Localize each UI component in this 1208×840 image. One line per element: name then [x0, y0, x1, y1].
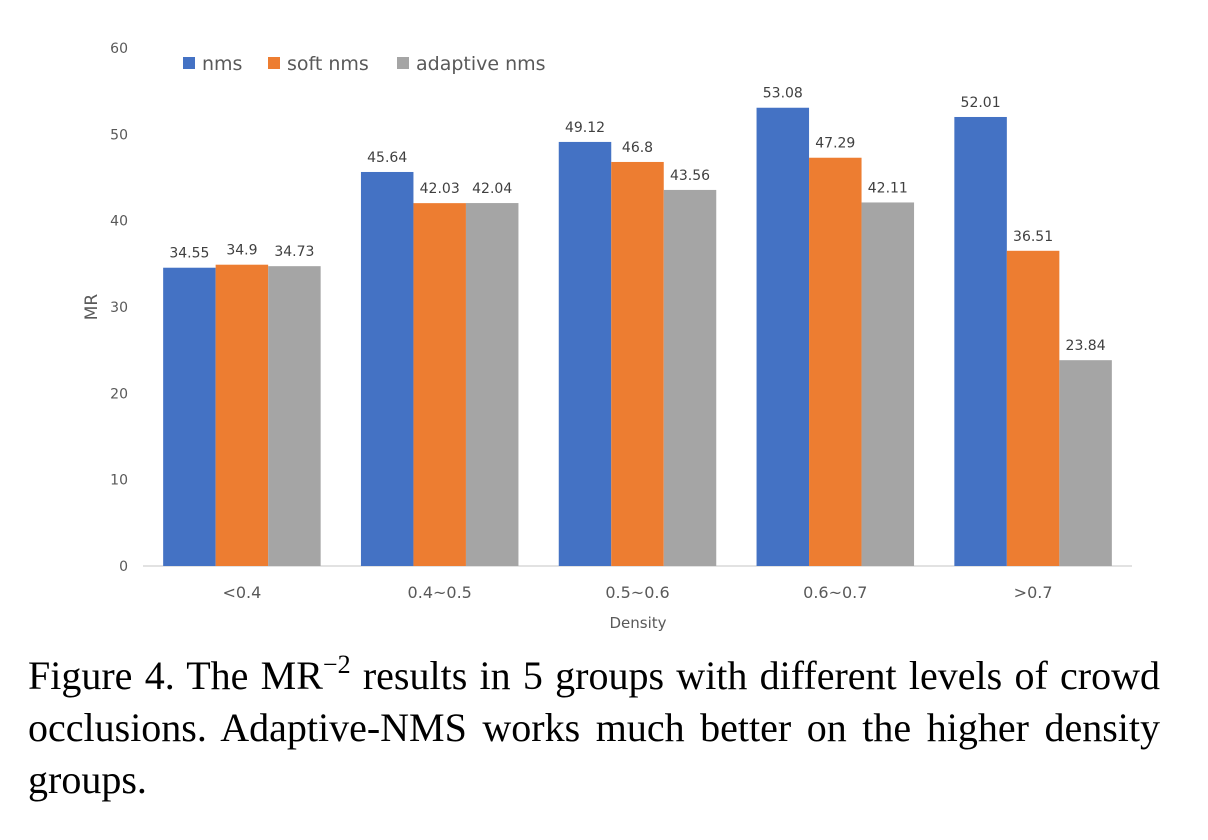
x-axis-ticks: <0.4 0.4~0.5 0.5~0.6 0.6~0.7 >0.7 — [222, 583, 1052, 602]
bar-nms — [163, 267, 216, 566]
x-tick-label: 0.6~0.7 — [803, 583, 867, 602]
bar-soft-nms — [809, 157, 862, 566]
bar-adaptive-nms — [663, 189, 717, 566]
caption-superscript: −2 — [322, 650, 351, 679]
data-label: 53.08 — [763, 86, 803, 102]
caption-prefix: Figure 4. The MR — [28, 653, 323, 698]
y-tick-label: 10 — [110, 473, 128, 489]
y-tick-label: 50 — [110, 127, 128, 143]
y-tick-label: 30 — [110, 300, 128, 316]
bar-soft-nms — [1006, 250, 1060, 566]
data-label: 34.55 — [169, 246, 209, 262]
bar-adaptive-nms — [1059, 360, 1112, 566]
y-axis-label: MR — [82, 294, 102, 321]
bar-nms — [954, 116, 1007, 566]
data-label: 46.8 — [622, 140, 653, 156]
y-tick-label: 0 — [119, 559, 128, 575]
legend-swatch — [183, 57, 195, 69]
x-tick-label: 0.5~0.6 — [605, 583, 669, 602]
data-label: 43.56 — [670, 168, 710, 184]
legend-label: nms — [202, 53, 242, 75]
bar-nms — [558, 141, 612, 566]
data-label: 45.64 — [367, 150, 407, 166]
x-tick-label: >0.7 — [1014, 583, 1053, 602]
data-label: 34.9 — [226, 243, 257, 259]
legend-swatch — [268, 57, 280, 69]
y-tick-label: 40 — [110, 214, 128, 230]
data-label: 36.51 — [1013, 229, 1053, 245]
data-labels: 34.55 34.9 34.73 45.64 42.03 42.04 49.12 46.8 43… — [169, 86, 1105, 354]
data-label: 42.03 — [420, 181, 460, 197]
legend-label: soft nms — [287, 53, 369, 75]
data-label: 49.12 — [565, 120, 605, 136]
x-tick-label: 0.4~0.5 — [408, 583, 472, 602]
bar-nms — [360, 171, 414, 566]
caption-text: results in 5 groups with different level… — [28, 653, 1160, 802]
bar-soft-nms — [611, 161, 664, 566]
figure-caption: Figure 4. The MR−2 results in 5 groups w… — [28, 650, 1160, 806]
data-label: 23.84 — [1066, 338, 1106, 354]
bar-adaptive-nms — [861, 202, 915, 567]
bar-soft-nms — [413, 203, 466, 567]
data-label: 42.11 — [868, 180, 908, 196]
legend-label: adaptive nms — [416, 53, 546, 75]
bar-soft-nms — [215, 264, 269, 566]
x-axis-label: Density — [609, 614, 666, 632]
data-label: 42.04 — [472, 181, 512, 197]
data-label: 52.01 — [961, 95, 1001, 111]
bar-adaptive-nms — [465, 203, 519, 566]
data-label: 34.73 — [274, 244, 314, 260]
y-axis-ticks: 0 10 20 30 40 50 60 — [110, 41, 128, 575]
x-tick-label: <0.4 — [222, 583, 261, 602]
legend: nms soft nms adaptive nms — [183, 53, 546, 75]
legend-swatch — [397, 57, 409, 69]
y-tick-label: 20 — [110, 386, 128, 402]
y-tick-label: 60 — [110, 41, 128, 57]
bar-nms — [756, 107, 810, 566]
bars — [163, 107, 1112, 567]
data-label: 47.29 — [815, 136, 855, 152]
bar-adaptive-nms — [268, 266, 321, 566]
bar-chart: 0 10 20 30 40 50 60 34.55 34.9 34.73 45.64 42.03 42… — [82, 41, 1132, 632]
